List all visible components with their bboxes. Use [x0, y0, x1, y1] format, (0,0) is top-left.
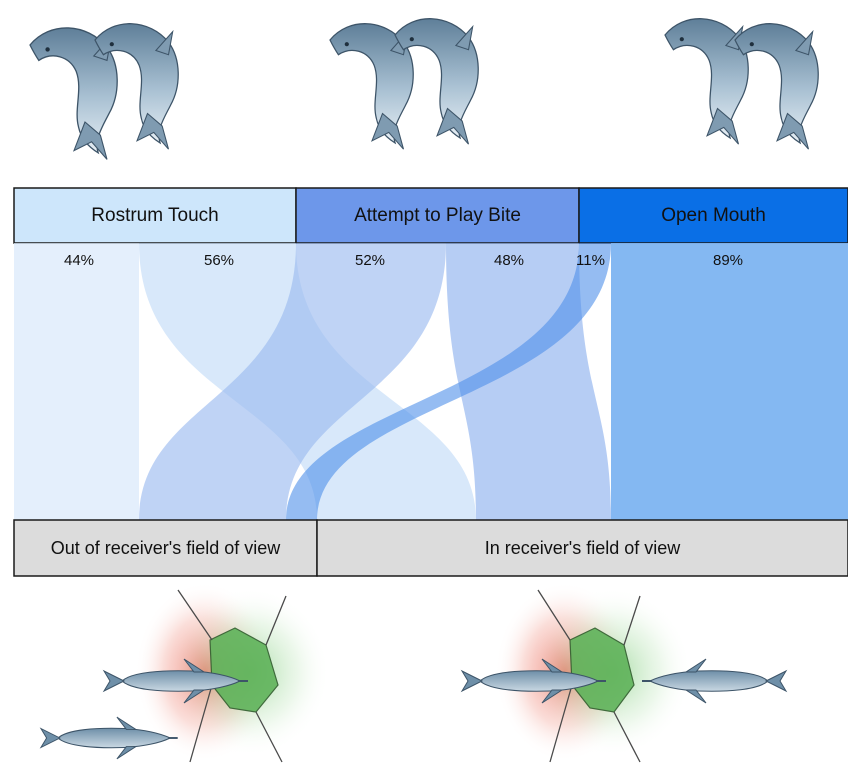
flow-mouth-out [286, 243, 611, 520]
category-label-play-bite: Attempt to Play Bite [354, 204, 521, 226]
category-box-rostrum-touch [13, 187, 297, 244]
dolphin-illustration-rostrum-touch [29, 23, 179, 161]
flow-rostrum-out [14, 243, 139, 520]
target-label-in-view: In receiver's field of view [484, 537, 681, 558]
target-label-out-of-view: Out of receiver's field of view [50, 537, 281, 558]
target-box-out-of-view [13, 519, 318, 577]
percent-bite-out: 52% [355, 252, 386, 269]
flow-mouth-in [611, 243, 848, 520]
category-label-rostrum-touch: Rostrum Touch [91, 204, 219, 226]
field-of-view-scene-in [461, 582, 787, 763]
percent-bite-in: 48% [494, 252, 525, 269]
target-box-in-view [316, 519, 848, 577]
percent-rostrum-out: 44% [64, 252, 95, 269]
category-box-play-bite [295, 187, 580, 244]
category-label-open-mouth: Open Mouth [661, 204, 766, 226]
dolphin-illustration-open-mouth [664, 18, 819, 150]
flow-bite-out [139, 243, 446, 520]
dolphin-illustration-play-bite [329, 18, 479, 150]
percent-mouth-in: 89% [713, 252, 744, 269]
percent-rostrum-in: 56% [204, 252, 235, 269]
percent-mouth-out: 11% [576, 252, 605, 269]
sankey-flows [14, 243, 848, 520]
field-of-view-scene-out [39, 582, 330, 763]
